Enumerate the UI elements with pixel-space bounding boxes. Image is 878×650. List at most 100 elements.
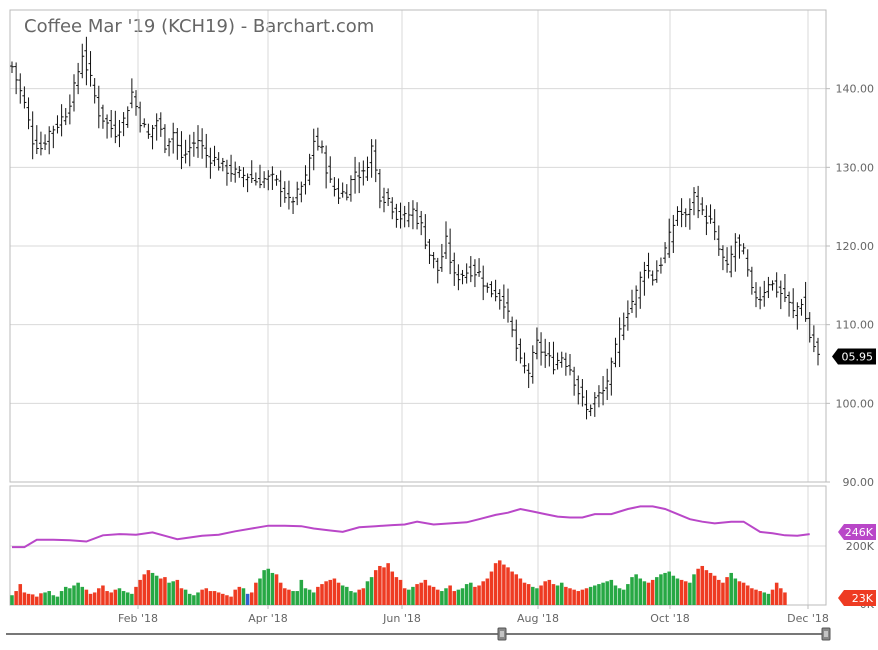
price-bar [18, 73, 23, 104]
price-bar [646, 252, 651, 279]
volume-bar [783, 592, 787, 605]
volume-bar [233, 589, 237, 605]
volume-bar [55, 596, 60, 605]
price-bar [667, 218, 672, 258]
price-bar [526, 363, 531, 389]
volume-bar [402, 588, 407, 605]
volume-bar [766, 593, 771, 605]
price-bar [472, 259, 477, 288]
price-bar [456, 264, 461, 291]
price-bar [295, 181, 300, 206]
price-bar [497, 289, 502, 310]
volume-bar [229, 596, 233, 605]
price-bar [811, 325, 816, 353]
volume-bar [187, 593, 192, 605]
price-bar [460, 269, 465, 285]
volume-bar [47, 591, 51, 605]
price-bar [613, 337, 618, 368]
price-bar [580, 379, 585, 407]
volume-bar [630, 577, 634, 605]
volume-bar [626, 584, 630, 605]
price-bar [138, 101, 143, 133]
price-bar [551, 341, 556, 375]
volume-bar [522, 582, 527, 605]
price-bar [191, 131, 196, 157]
price-bar [200, 128, 205, 159]
price-tick-label: 110.00 [836, 319, 875, 332]
volume-bar [758, 591, 762, 605]
volume-bar [700, 565, 705, 605]
time-scrollbar[interactable] [6, 627, 831, 641]
volume-bar [373, 570, 378, 605]
volume-bar [10, 595, 14, 605]
price-bar [59, 104, 64, 137]
volume-bar [328, 579, 333, 605]
price-bar [696, 185, 701, 219]
volume-bar [43, 592, 47, 605]
volume-bar [559, 582, 564, 605]
volume-bar [655, 577, 659, 605]
volume-bar [435, 589, 440, 605]
price-bar [778, 280, 783, 310]
price-bar [299, 181, 304, 203]
scrollbar-left-handle[interactable] [497, 627, 507, 641]
price-bar [563, 352, 568, 376]
volume-bar [464, 584, 469, 605]
volume-bar [667, 571, 671, 605]
volume-average-badge [838, 524, 876, 540]
price-bar [638, 271, 643, 309]
volume-bar [324, 581, 328, 605]
price-bar [113, 110, 118, 144]
price-bar [501, 284, 506, 319]
price-bar [43, 134, 48, 151]
volume-bar [510, 571, 514, 605]
volume-bar [241, 588, 246, 605]
volume-bar [134, 586, 138, 605]
price-bar [700, 197, 705, 216]
price-bar [774, 272, 779, 298]
price-bar [658, 257, 663, 274]
scrollbar-right-handle[interactable] [821, 627, 831, 641]
price-bar [481, 265, 486, 301]
volume-average-line [12, 505, 810, 549]
price-bar [601, 376, 606, 406]
price-bar [530, 345, 535, 384]
price-bar [692, 187, 696, 216]
volume-bar [150, 572, 155, 605]
volume-bar [159, 578, 163, 605]
price-bar [344, 184, 349, 201]
volume-bar [456, 589, 461, 605]
price-bar [572, 366, 577, 396]
price-bar [183, 139, 188, 164]
price-bar [348, 175, 353, 202]
volume-bar [423, 579, 428, 605]
price-bar [514, 319, 519, 362]
price-bar [26, 97, 31, 130]
volume-bar [179, 588, 184, 605]
price-bar [547, 342, 552, 367]
volume-bar [679, 579, 684, 605]
volume-bar [287, 589, 291, 605]
volume-bar [774, 582, 779, 605]
price-bar [233, 161, 238, 183]
price-bar [245, 173, 250, 193]
volume-bar [117, 588, 122, 605]
volume-bar [192, 595, 196, 605]
volume-bar [163, 577, 167, 605]
volume-bar [584, 588, 589, 605]
price-bar [30, 111, 35, 160]
volume-bar [617, 588, 622, 605]
time-tick-label: Dec '18 [787, 612, 829, 625]
price-bar [704, 205, 709, 236]
volume-bar [175, 579, 180, 605]
volume-bar [130, 593, 134, 605]
price-bar [799, 298, 804, 316]
volume-bar [407, 589, 411, 605]
price-bar [274, 175, 279, 186]
volume-bar [580, 589, 585, 605]
volume-bar [514, 574, 519, 605]
price-bar [253, 172, 258, 186]
volume-bar [481, 581, 485, 605]
volume-bar [59, 591, 64, 605]
price-bar [134, 90, 138, 116]
